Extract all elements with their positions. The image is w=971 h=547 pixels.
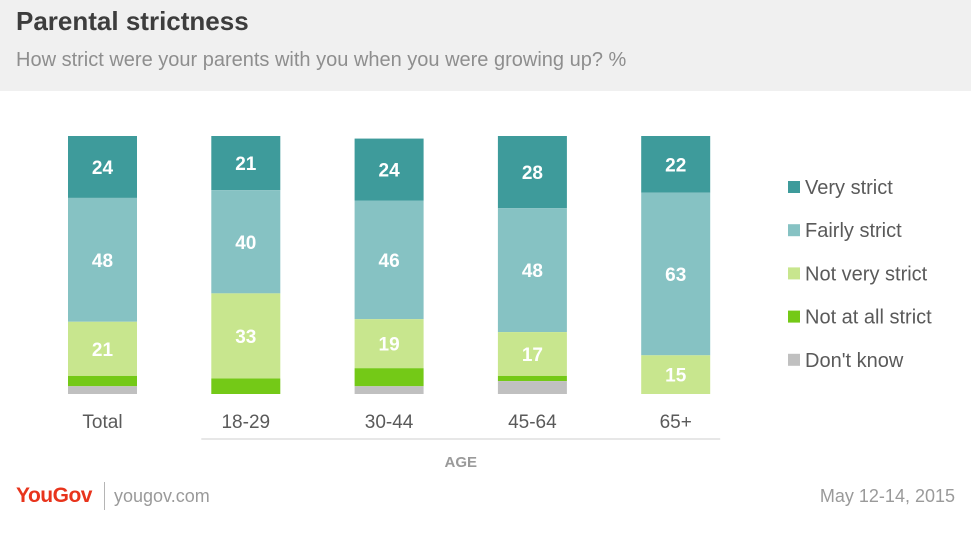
data-label-total-very-strict: 24: [92, 158, 114, 179]
legend-label-very-strict: Very strict: [805, 177, 893, 199]
legend-label-not-very-strict: Not very strict: [805, 263, 928, 285]
data-label-65-not-very-strict: 15: [665, 366, 687, 387]
bar-65-not-very-strict: [641, 355, 711, 394]
bar-65-very-strict: [641, 136, 711, 193]
bar-total-not-at-all-strict: [68, 375, 137, 387]
bar-30-44-don-t-know: [354, 386, 424, 394]
data-label-total-not-very-strict: 21: [92, 340, 114, 361]
bar-total-very-strict: [68, 136, 137, 198]
data-label-30-44-very-strict: 24: [379, 161, 401, 182]
stacked-bar-chart: 24 48 21 Total 21 40 33 18-29 24 46 19 30-44 28 48 17 4…: [68, 136, 932, 471]
data-label-18-29-very-strict: 21: [235, 154, 257, 175]
data-label-45-64-fairly-strict: 48: [522, 261, 543, 282]
data-label-18-29-fairly-strict: 40: [235, 233, 256, 254]
data-label-65-very-strict: 22: [665, 155, 686, 176]
legend-swatch-not-very-strict: [788, 267, 800, 280]
date-label: May 12-14, 2015: [819, 486, 955, 506]
bar-total-don-t-know: [68, 386, 137, 394]
legend-swatch-fairly-strict: [788, 224, 800, 237]
legend-label-fairly-strict: Fairly strict: [805, 220, 902, 242]
bar-30-44-not-very-strict: [354, 319, 424, 369]
bar-total-fairly-strict: [68, 197, 137, 322]
legend-swatch-not-at-all-strict: [788, 310, 800, 323]
bar-30-44-not-at-all-strict: [354, 368, 424, 387]
logo-gov: Gov: [52, 484, 93, 507]
bar-45-64-fairly-strict: [497, 208, 567, 333]
data-label-18-29-not-very-strict: 33: [235, 327, 256, 348]
category-label-65: 65+: [660, 412, 692, 433]
data-label-total-fairly-strict: 48: [92, 251, 113, 272]
age-group-label: AGE: [444, 454, 477, 471]
bar-18-29-not-very-strict: [211, 293, 281, 379]
legend-label-don-t-know: Don't know: [805, 350, 904, 372]
footer-divider: [104, 482, 105, 510]
category-label-18-29: 18-29: [221, 412, 270, 433]
header-band: Parental strictness How strict were your…: [0, 0, 971, 91]
legend-swatch-very-strict: [788, 181, 800, 193]
data-label-30-44-not-very-strict: 19: [379, 335, 400, 356]
website-label: yougov.com: [114, 486, 210, 506]
bar-45-64-don-t-know: [497, 381, 567, 394]
bar-18-29-fairly-strict: [211, 190, 281, 294]
bar-45-64-not-very-strict: [497, 332, 567, 376]
bar-45-64-very-strict: [497, 136, 567, 209]
data-label-45-64-very-strict: 28: [522, 163, 543, 184]
logo-you: You: [16, 484, 53, 507]
bar-65-fairly-strict: [641, 192, 711, 356]
yougov-logo: YouGov: [16, 484, 92, 508]
bar-total-not-very-strict: [68, 321, 137, 376]
legend-swatch-don-t-know: [788, 353, 800, 366]
category-label-30-44: 30-44: [365, 412, 414, 433]
bar-18-29-very-strict: [211, 136, 281, 191]
category-label-45-64: 45-64: [508, 412, 557, 433]
legend-label-not-at-all-strict: Not at all strict: [805, 307, 932, 329]
bar-45-64-not-at-all-strict: [497, 375, 567, 382]
bar-30-44-fairly-strict: [354, 200, 424, 320]
chart-title: Parental strictness: [16, 6, 249, 36]
bar-18-29-not-at-all-strict: [211, 378, 281, 394]
data-label-65-fairly-strict: 63: [665, 265, 686, 286]
data-label-45-64-not-very-strict: 17: [522, 345, 543, 366]
chart-subtitle: How strict were your parents with you wh…: [16, 49, 627, 71]
category-label-total: Total: [82, 412, 122, 433]
bar-30-44-very-strict: [354, 138, 424, 201]
data-label-30-44-fairly-strict: 46: [379, 251, 400, 272]
